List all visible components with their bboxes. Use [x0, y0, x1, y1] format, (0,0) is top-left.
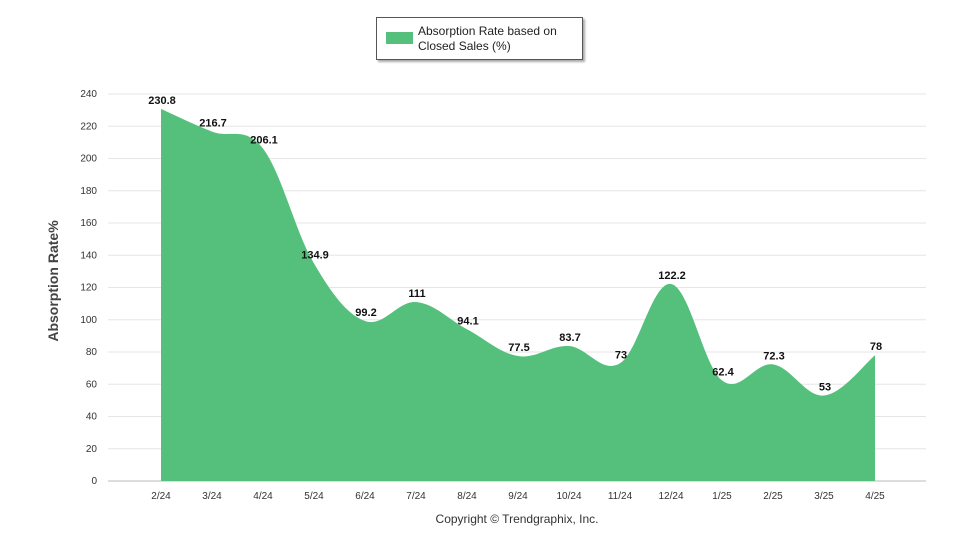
y-tick-label: 40: [86, 412, 98, 423]
y-tick-label: 140: [80, 250, 97, 261]
y-tick-label: 180: [80, 186, 97, 197]
data-label: 53: [819, 382, 831, 394]
data-label: 99.2: [355, 307, 376, 319]
y-tick-label: 200: [80, 154, 97, 165]
y-tick-label: 20: [86, 444, 98, 455]
y-tick-label: 120: [80, 283, 97, 294]
x-tick-label: 8/24: [457, 491, 477, 502]
legend-label: Absorption Rate based on Closed Sales (%…: [418, 24, 557, 53]
x-tick-label: 3/24: [202, 491, 222, 502]
x-tick-label: 6/24: [355, 491, 375, 502]
data-label: 73: [615, 349, 627, 361]
data-label: 111: [408, 288, 425, 300]
legend[interactable]: Absorption Rate based on Closed Sales (%…: [376, 17, 583, 60]
y-tick-label: 0: [91, 476, 97, 487]
x-tick-label: 12/24: [658, 491, 683, 502]
x-tick-label: 1/25: [712, 491, 732, 502]
data-label: 230.8: [148, 95, 176, 107]
x-tick-label: 2/24: [151, 491, 171, 502]
data-label: 83.7: [559, 332, 580, 344]
x-tick-label: 10/24: [556, 491, 581, 502]
data-label: 62.4: [712, 366, 734, 378]
data-label: 122.2: [658, 270, 686, 282]
series-area: [161, 108, 875, 482]
data-label: 94.1: [457, 315, 478, 327]
x-tick-label: 5/24: [304, 491, 324, 502]
x-tick-label: 3/25: [814, 491, 834, 502]
x-tick-label: 7/24: [406, 491, 426, 502]
y-tick-label: 80: [86, 347, 98, 358]
x-tick-label: 4/24: [253, 491, 273, 502]
x-tick-label: 4/25: [865, 491, 885, 502]
y-axis-title: Absorption Rate%: [45, 220, 61, 342]
y-tick-label: 60: [86, 379, 98, 390]
data-label: 72.3: [763, 350, 784, 362]
x-tick-label: 9/24: [508, 491, 528, 502]
data-label: 134.9: [301, 249, 329, 261]
data-label: 77.5: [508, 342, 529, 354]
y-tick-label: 240: [80, 89, 97, 100]
y-tick-label: 220: [80, 121, 97, 132]
data-label: 78: [870, 341, 882, 353]
x-tick-label: 11/24: [608, 491, 633, 502]
data-label: 216.7: [199, 118, 227, 130]
legend-swatch: [386, 32, 413, 44]
x-tick-label: 2/25: [763, 491, 783, 502]
y-tick-label: 160: [80, 218, 97, 229]
data-label: 206.1: [250, 135, 278, 147]
copyright-text: Copyright © Trendgraphix, Inc.: [435, 512, 599, 526]
y-tick-label: 100: [80, 315, 97, 326]
